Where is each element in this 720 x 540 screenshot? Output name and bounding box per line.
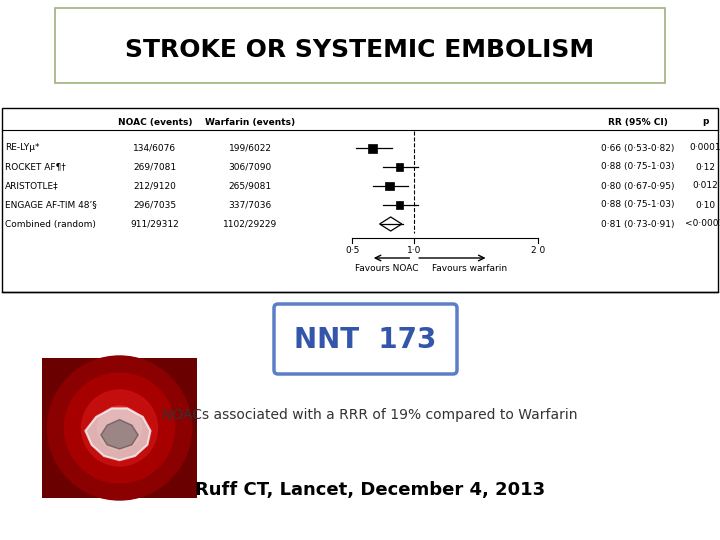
Text: 1102/29229: 1102/29229 [223, 219, 277, 228]
Text: NOAC (events): NOAC (events) [118, 118, 192, 126]
Text: ROCKET AF¶†: ROCKET AF¶† [5, 163, 66, 172]
FancyBboxPatch shape [55, 8, 665, 83]
Text: Ruff CT, Lancet, December 4, 2013: Ruff CT, Lancet, December 4, 2013 [195, 481, 545, 499]
Text: RR (95% CI): RR (95% CI) [608, 118, 668, 126]
Text: Combined (random): Combined (random) [5, 219, 96, 228]
Text: Favours NOAC: Favours NOAC [355, 264, 419, 273]
Text: 911/29312: 911/29312 [130, 219, 179, 228]
Text: 199/6022: 199/6022 [228, 144, 271, 152]
Text: 0·012: 0·012 [692, 181, 718, 191]
Text: 0·88 (0·75-1·03): 0·88 (0·75-1·03) [601, 200, 675, 210]
Polygon shape [379, 217, 402, 231]
Text: 134/6076: 134/6076 [133, 144, 176, 152]
Text: 2 0: 2 0 [531, 246, 545, 255]
Circle shape [97, 406, 142, 450]
Text: 212/9120: 212/9120 [134, 181, 176, 191]
Text: 265/9081: 265/9081 [228, 181, 271, 191]
Bar [2, 108, 718, 292]
Text: 337/7036: 337/7036 [228, 200, 271, 210]
Text: ENGAGE AF-TIM 48’§: ENGAGE AF-TIM 48’§ [5, 200, 96, 210]
Circle shape [81, 390, 158, 466]
Text: NNT  173: NNT 173 [294, 326, 436, 354]
Text: 0·81 (0·73-0·91): 0·81 (0·73-0·91) [601, 219, 675, 228]
Bar [395, 163, 403, 171]
Circle shape [65, 373, 174, 483]
Text: 306/7090: 306/7090 [228, 163, 271, 172]
Text: ARISTOTLE‡: ARISTOTLE‡ [5, 181, 58, 191]
Text: Warfarin (events): Warfarin (events) [205, 118, 295, 126]
Text: Favours warfarin: Favours warfarin [432, 264, 508, 273]
Circle shape [48, 356, 192, 500]
Text: 0·12: 0·12 [695, 163, 715, 172]
Text: 0·0001: 0·0001 [689, 144, 720, 152]
Text: 0·80 (0·67-0·95): 0·80 (0·67-0·95) [601, 181, 675, 191]
Text: 1·0: 1·0 [407, 246, 421, 255]
Text: 269/7081: 269/7081 [133, 163, 176, 172]
Polygon shape [101, 420, 138, 449]
Bar [368, 144, 377, 152]
Text: 0·10: 0·10 [695, 200, 715, 210]
Text: <0·0001: <0·0001 [685, 219, 720, 228]
Text: NOACs associated with a RRR of 19% compared to Warfarin: NOACs associated with a RRR of 19% compa… [162, 408, 577, 422]
Text: p: p [702, 118, 708, 126]
Polygon shape [86, 408, 150, 460]
Bar [385, 182, 394, 190]
Text: 0·88 (0·75-1·03): 0·88 (0·75-1·03) [601, 163, 675, 172]
Text: RE-LYµ*: RE-LYµ* [5, 144, 40, 152]
Text: 0·66 (0·53-0·82): 0·66 (0·53-0·82) [601, 144, 675, 152]
Bar [395, 201, 403, 209]
Bar [42, 358, 197, 498]
Text: STROKE OR SYSTEMIC EMBOLISM: STROKE OR SYSTEMIC EMBOLISM [125, 38, 595, 62]
FancyBboxPatch shape [274, 304, 457, 374]
Text: 0·5: 0·5 [345, 246, 359, 255]
Text: 296/7035: 296/7035 [133, 200, 176, 210]
